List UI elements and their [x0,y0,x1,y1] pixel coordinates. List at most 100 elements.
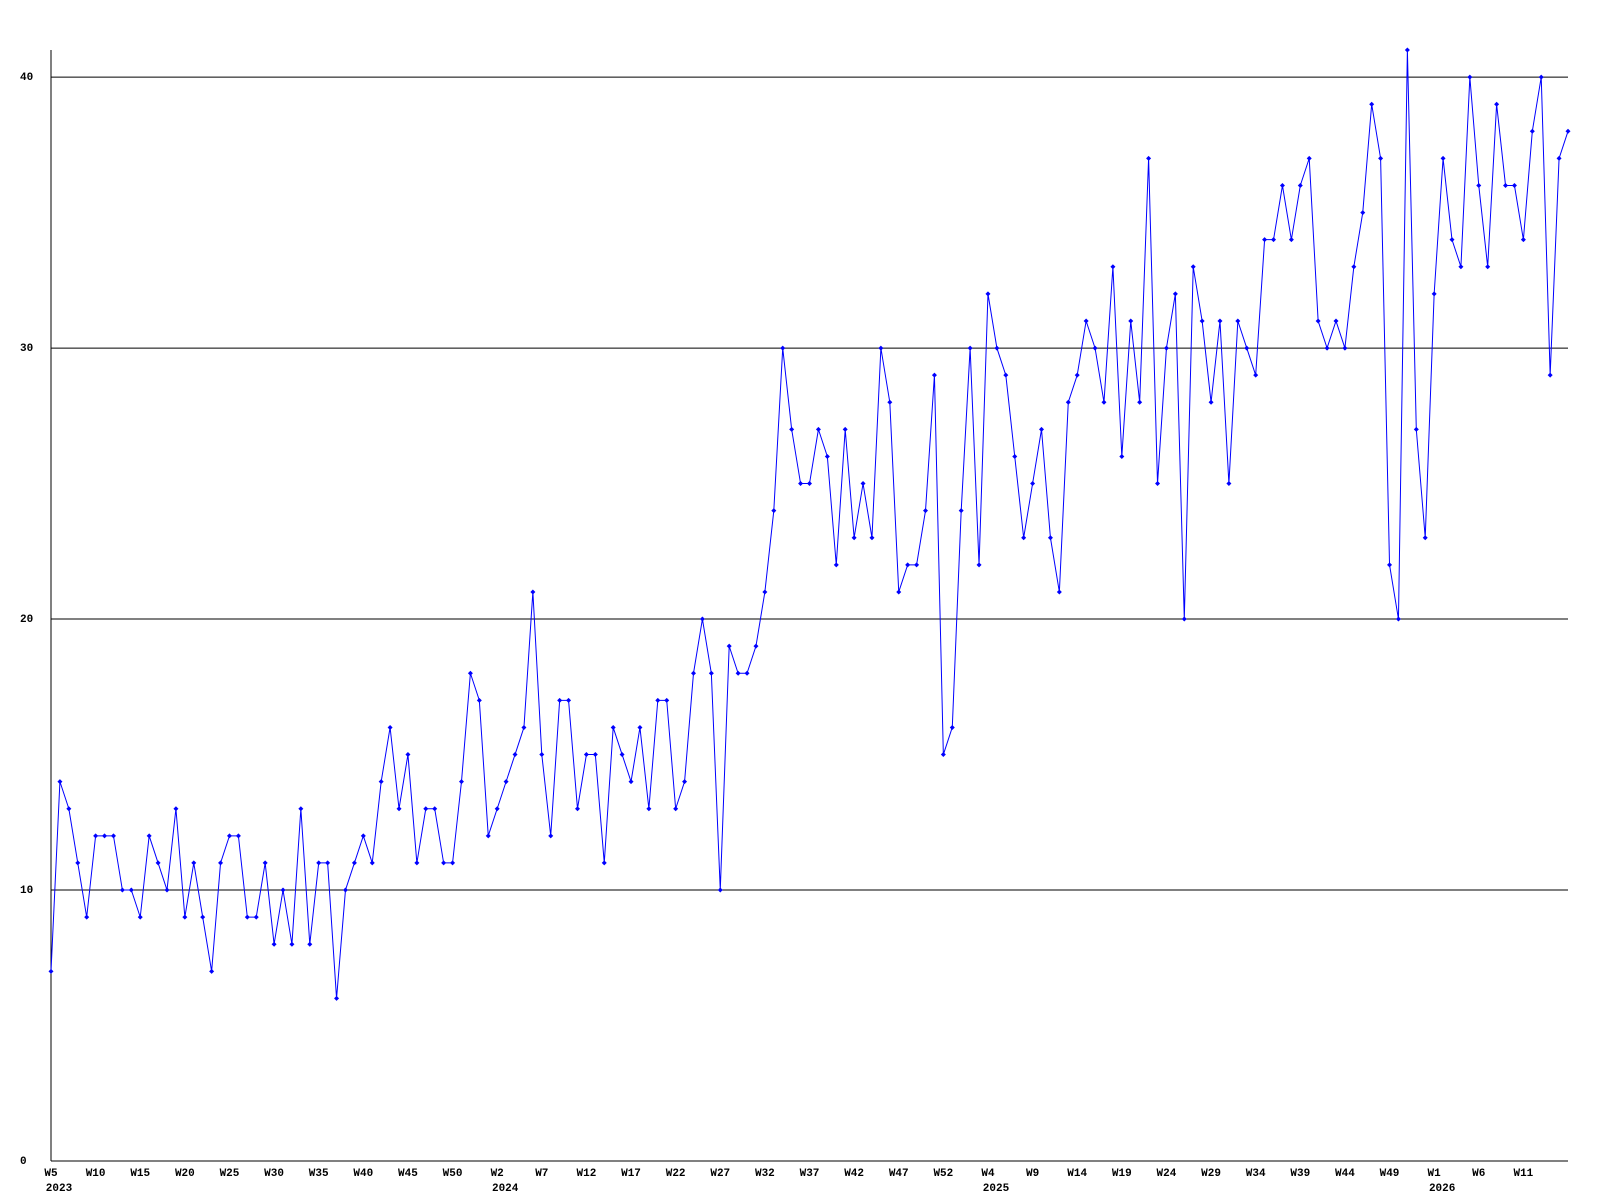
data-point [878,345,884,351]
data-point [628,779,634,785]
x-tick-label: W20 [175,1168,195,1180]
data-point [905,562,911,568]
data-point [1387,562,1393,568]
data-point [548,833,554,839]
data-point [262,860,268,866]
data-point [601,860,607,866]
data-point [334,995,340,1001]
data-point [75,860,81,866]
data-point [923,508,929,514]
data-point [1199,318,1205,324]
data-point [815,426,821,432]
data-point [164,887,170,893]
x-year-label: 2025 [983,1183,1010,1195]
data-point [949,724,955,730]
data-point [1137,399,1143,405]
x-tick-label: W9 [1026,1168,1039,1180]
data-point [967,345,973,351]
data-point [316,860,322,866]
data-point [102,833,108,839]
data-point [226,833,232,839]
data-point [1244,345,1250,351]
data-point [1494,101,1500,107]
data-point [146,833,152,839]
x-tick-label: W6 [1472,1168,1485,1180]
data-point [1306,155,1312,161]
data-point [1458,264,1464,270]
x-tick-label: W27 [710,1168,730,1180]
data-point [494,806,500,812]
data-point [84,914,90,920]
data-point [1039,426,1045,432]
x-year-label: 2024 [492,1183,519,1195]
data-point [1253,372,1259,378]
data-point [655,697,661,703]
x-tick-label: W37 [800,1168,820,1180]
data-point [1413,426,1419,432]
x-year-label: 2023 [46,1183,73,1195]
data-point [1074,372,1080,378]
data-point [646,806,652,812]
data-point [280,887,286,893]
data-point [1021,535,1027,541]
data-point [1101,399,1107,405]
data-point [583,752,589,758]
data-point [1003,372,1009,378]
x-tick-label: W25 [220,1168,240,1180]
data-point [1547,372,1553,378]
data-point [699,616,705,622]
data-point [985,291,991,297]
x-tick-label: W2 [491,1168,504,1180]
data-point [842,426,848,432]
data-point [351,860,357,866]
data-point [271,941,277,947]
x-tick-label: W34 [1246,1168,1266,1180]
data-point [200,914,206,920]
data-point [450,860,456,866]
x-tick-label: W42 [844,1168,864,1180]
data-point [1360,210,1366,216]
data-point [57,779,63,785]
x-tick-label: W24 [1157,1168,1177,1180]
x-year-label: 2026 [1429,1183,1455,1195]
data-point [726,643,732,649]
data-point [664,697,670,703]
data-point [1172,291,1178,297]
data-point [1324,345,1330,351]
data-point [441,860,447,866]
y-tick-label: 0 [20,1156,27,1168]
data-point [1369,101,1375,107]
x-tick-label: W10 [86,1168,106,1180]
data-point [1110,264,1116,270]
data-point [1181,616,1187,622]
data-point [396,806,402,812]
data-point [369,860,375,866]
data-point [958,508,964,514]
data-point [1476,182,1482,188]
data-point [512,752,518,758]
data-point [325,860,331,866]
data-point [744,670,750,676]
data-point [1279,182,1285,188]
data-point [789,426,795,432]
data-point [717,887,723,893]
data-point [976,562,982,568]
data-point [1030,481,1036,487]
data-point [521,724,527,730]
data-point [1146,155,1152,161]
data-point [432,806,438,812]
data-point [574,806,580,812]
x-tick-label: W35 [309,1168,329,1180]
data-point [1440,155,1446,161]
data-point [637,724,643,730]
data-point [619,752,625,758]
data-point [1271,237,1277,243]
data-point [1208,399,1214,405]
data-point [1449,237,1455,243]
data-point [1262,237,1268,243]
data-point [762,589,768,595]
data-point [530,589,536,595]
y-tick-label: 30 [20,343,33,355]
x-tick-label: W5 [44,1168,58,1180]
data-point [931,372,937,378]
